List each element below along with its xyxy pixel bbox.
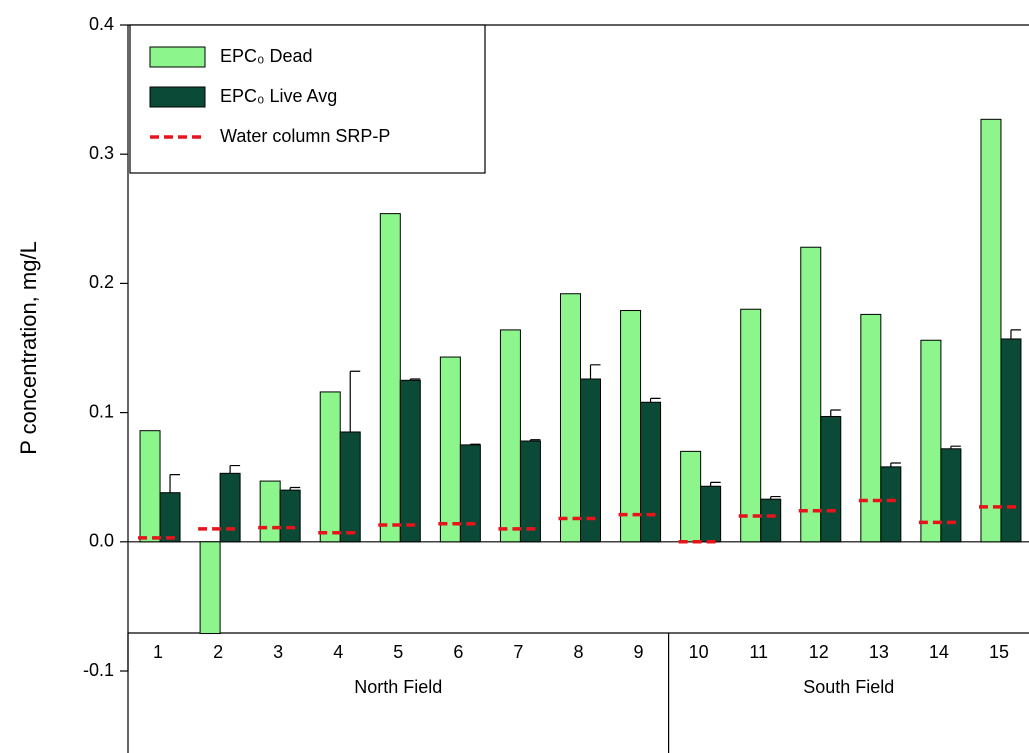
error-bar	[229, 464, 241, 474]
error-bar	[469, 443, 481, 445]
error-bar	[169, 474, 181, 493]
y-tick-label: 0.4	[89, 14, 114, 34]
error-bar	[1010, 329, 1021, 339]
x-tick-label: 14	[929, 642, 949, 662]
bar	[820, 415, 842, 543]
bar	[379, 213, 401, 543]
error-bar	[770, 495, 781, 500]
x-tick-label: 6	[453, 642, 463, 662]
legend-label: EPC₀ Dead	[220, 46, 313, 66]
group-label: South Field	[803, 677, 894, 697]
bar	[640, 401, 662, 543]
bar	[259, 480, 281, 543]
bar	[159, 492, 181, 543]
error-bar	[409, 378, 421, 381]
error-bar	[710, 481, 721, 487]
x-tick-label: 2	[213, 642, 223, 662]
x-tick-label: 9	[634, 642, 644, 662]
bar	[459, 444, 481, 543]
y-tick-label: 0.1	[89, 401, 114, 421]
error-bar	[349, 370, 361, 432]
y-tick-label: -0.1	[83, 660, 114, 680]
x-tick-label: 12	[809, 642, 829, 662]
x-tick-label: 13	[869, 642, 889, 662]
legend-label: Water column SRP-P	[220, 126, 390, 146]
bar	[700, 485, 722, 543]
bar	[760, 498, 782, 543]
bar	[940, 448, 962, 543]
bar	[279, 489, 301, 543]
bar	[560, 293, 581, 543]
bar	[199, 541, 221, 635]
error-bar	[289, 486, 301, 491]
bar	[339, 431, 361, 543]
bar	[880, 466, 902, 543]
x-tick-label: 11	[749, 642, 768, 662]
bar	[860, 313, 882, 543]
y-tick-label: 0.2	[89, 272, 114, 292]
bar	[439, 356, 461, 543]
bar	[499, 329, 521, 543]
x-tick-label: 15	[989, 642, 1009, 662]
y-tick-label: 0.0	[89, 531, 114, 551]
x-tick-label: 4	[333, 642, 343, 662]
legend-swatch	[149, 46, 206, 68]
bar	[680, 450, 702, 543]
error-bar	[649, 397, 661, 403]
y-axis-label: P concentration, mg/L	[16, 241, 41, 455]
group-label: North Field	[354, 677, 442, 697]
legend-swatch	[149, 86, 206, 108]
bar	[399, 379, 421, 543]
bar	[740, 308, 762, 543]
error-bar	[830, 409, 841, 417]
y-tick-label: 0.3	[89, 143, 114, 163]
bar	[920, 339, 942, 543]
error-bar	[529, 439, 541, 442]
bar	[219, 472, 241, 543]
legend-label: EPC₀ Live Avg	[220, 86, 337, 106]
bar	[319, 391, 341, 543]
x-tick-label: 8	[573, 642, 583, 662]
error-bar	[890, 462, 901, 467]
bar	[1000, 338, 1022, 543]
x-tick-label: 5	[393, 642, 403, 662]
error-bar	[589, 364, 601, 380]
bar	[620, 310, 642, 543]
x-tick-label: 10	[689, 642, 709, 662]
bar	[519, 440, 541, 543]
bar	[980, 118, 1002, 543]
x-tick-label: 1	[153, 642, 163, 662]
bar	[139, 430, 161, 543]
x-tick-label: 7	[513, 642, 523, 662]
x-tick-label: 3	[273, 642, 283, 662]
bar	[800, 246, 822, 543]
error-bar	[950, 445, 961, 449]
